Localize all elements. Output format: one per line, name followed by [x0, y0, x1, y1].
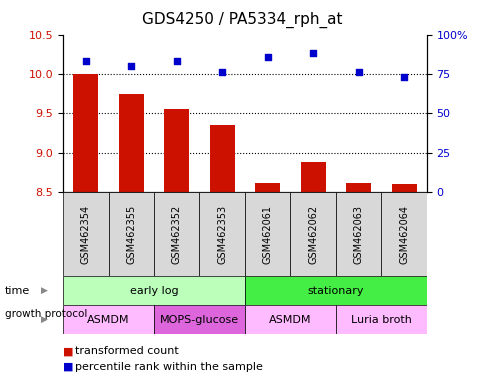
Bar — [63, 276, 244, 305]
Text: ▶: ▶ — [41, 286, 48, 295]
Bar — [255, 182, 280, 192]
Point — [82, 58, 90, 65]
Bar — [244, 305, 335, 334]
Bar — [290, 192, 335, 276]
Bar — [164, 109, 189, 192]
Text: Luria broth: Luria broth — [350, 314, 411, 325]
Text: GDS4250 / PA5334_rph_at: GDS4250 / PA5334_rph_at — [142, 12, 342, 28]
Text: ■: ■ — [63, 362, 74, 372]
Bar — [73, 74, 98, 192]
Bar — [300, 162, 325, 192]
Text: GSM462062: GSM462062 — [307, 205, 318, 264]
Text: ▶: ▶ — [41, 315, 48, 324]
Text: early log: early log — [129, 286, 178, 296]
Text: GSM462063: GSM462063 — [353, 205, 363, 264]
Bar — [244, 276, 426, 305]
Point — [263, 53, 271, 60]
Bar — [153, 305, 244, 334]
Bar — [63, 305, 153, 334]
Bar — [391, 184, 416, 192]
Bar — [119, 94, 143, 192]
Text: GSM462064: GSM462064 — [398, 205, 408, 264]
Point — [354, 69, 362, 75]
Bar — [209, 125, 234, 192]
Text: growth protocol: growth protocol — [5, 309, 87, 319]
Text: transformed count: transformed count — [75, 346, 179, 356]
Bar — [244, 192, 290, 276]
Point — [172, 58, 180, 65]
Text: time: time — [5, 286, 30, 296]
Bar — [335, 305, 426, 334]
Text: ASMDM: ASMDM — [87, 314, 130, 325]
Text: ASMDM: ASMDM — [269, 314, 311, 325]
Text: GSM462352: GSM462352 — [171, 205, 182, 264]
Text: ■: ■ — [63, 346, 74, 356]
Bar — [380, 192, 426, 276]
Bar — [153, 192, 199, 276]
Bar — [335, 192, 380, 276]
Point — [218, 69, 226, 75]
Text: GSM462355: GSM462355 — [126, 205, 136, 264]
Point — [399, 74, 407, 80]
Text: MOPS-glucose: MOPS-glucose — [160, 314, 239, 325]
Bar — [63, 192, 108, 276]
Point — [127, 63, 135, 69]
Text: GSM462353: GSM462353 — [217, 205, 227, 264]
Text: percentile rank within the sample: percentile rank within the sample — [75, 362, 262, 372]
Bar — [108, 192, 153, 276]
Text: stationary: stationary — [307, 286, 363, 296]
Point — [309, 50, 317, 56]
Text: GSM462354: GSM462354 — [81, 205, 91, 264]
Bar — [346, 182, 370, 192]
Text: GSM462061: GSM462061 — [262, 205, 272, 264]
Bar — [199, 192, 244, 276]
